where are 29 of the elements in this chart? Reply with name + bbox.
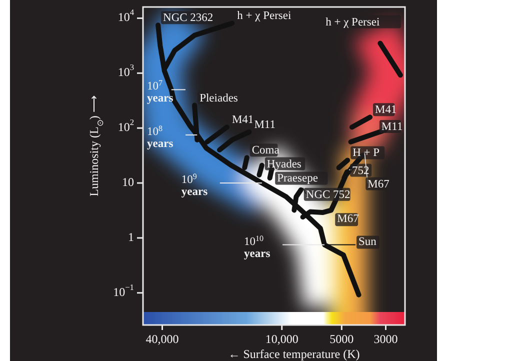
x-axis-title: ← Surface temperature (K) bbox=[228, 347, 360, 361]
series-label: M41 bbox=[232, 114, 254, 126]
y-tick-label: 10$^{−1}$ bbox=[113, 283, 134, 299]
annotation: 10$^{8}$ years bbox=[147, 123, 174, 150]
series-label: M67 bbox=[368, 178, 390, 190]
series-label: NGC 2362 bbox=[163, 12, 214, 24]
series-label: M41 bbox=[375, 104, 397, 116]
y-tick-label: 10$^{4}$ bbox=[118, 8, 135, 24]
y-tick-label: 10$^{3}$ bbox=[118, 64, 134, 79]
series-label: Hyades bbox=[266, 158, 302, 170]
x-tick-label: 10,000 bbox=[265, 332, 298, 346]
y-tick-label: 1 bbox=[128, 230, 134, 244]
series-label: NGC 752 bbox=[306, 188, 351, 201]
annotation: Sun bbox=[358, 236, 377, 248]
x-tick-label: 40,000 bbox=[146, 332, 179, 346]
series-label: h + χ Persei bbox=[237, 10, 292, 22]
x-tick-label: 5000 bbox=[330, 332, 354, 346]
y-tick-label: 10$^{2}$ bbox=[118, 118, 134, 134]
series-label: Pleiades bbox=[200, 92, 238, 104]
annotation: 10$^{9}$ years bbox=[181, 172, 208, 198]
annotation: 10$^{10}$ years bbox=[244, 233, 271, 260]
x-tick-label: 3000 bbox=[374, 332, 398, 346]
series-label: M11 bbox=[254, 118, 276, 131]
series-label: h + χ Persei bbox=[326, 16, 380, 28]
y-tick-label: 10 bbox=[122, 174, 134, 189]
series-label: Coma bbox=[252, 144, 280, 157]
series-label: Praesepe bbox=[277, 172, 318, 185]
series-label: H + P bbox=[352, 147, 380, 160]
series-label: M11 bbox=[381, 121, 403, 134]
